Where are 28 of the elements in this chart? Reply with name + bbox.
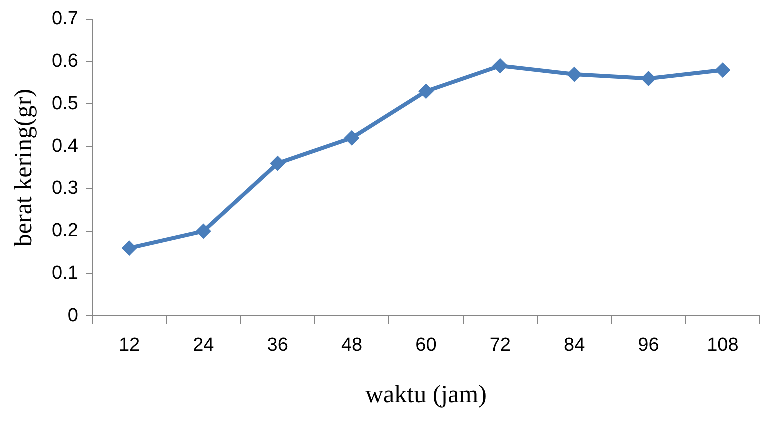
x-axis-title: waktu (jam) bbox=[365, 382, 487, 409]
x-tick-label: 84 bbox=[564, 334, 586, 356]
x-tick-label: 12 bbox=[118, 334, 140, 356]
x-tick-label: 24 bbox=[193, 334, 215, 356]
y-tick-label: 0.3 bbox=[52, 178, 78, 200]
y-tick-label: 0.5 bbox=[52, 93, 78, 114]
x-tick-label: 60 bbox=[416, 334, 437, 356]
x-tick-label: 108 bbox=[707, 334, 739, 356]
y-axis-title: berat kering(gr) bbox=[10, 89, 38, 247]
point bbox=[567, 67, 582, 82]
y-tick-label: 0 bbox=[68, 305, 78, 326]
y-tick-label: 0.1 bbox=[52, 263, 78, 284]
y-tick-label: 0.7 bbox=[52, 8, 78, 30]
x-tick-label: 36 bbox=[267, 334, 288, 356]
x-tick-label: 72 bbox=[490, 334, 511, 356]
point bbox=[122, 240, 137, 256]
point bbox=[270, 156, 286, 172]
y-tick-label: 0.6 bbox=[52, 51, 78, 72]
point bbox=[418, 84, 434, 99]
point bbox=[641, 71, 656, 86]
y-tick-label: 0.2 bbox=[52, 220, 78, 242]
point bbox=[492, 58, 508, 74]
x-tick-label: 96 bbox=[638, 334, 660, 356]
point bbox=[715, 62, 730, 78]
y-tick-label: 0.4 bbox=[52, 136, 79, 157]
x-tick-label: 48 bbox=[341, 334, 363, 356]
point bbox=[344, 130, 360, 146]
point bbox=[196, 224, 212, 239]
